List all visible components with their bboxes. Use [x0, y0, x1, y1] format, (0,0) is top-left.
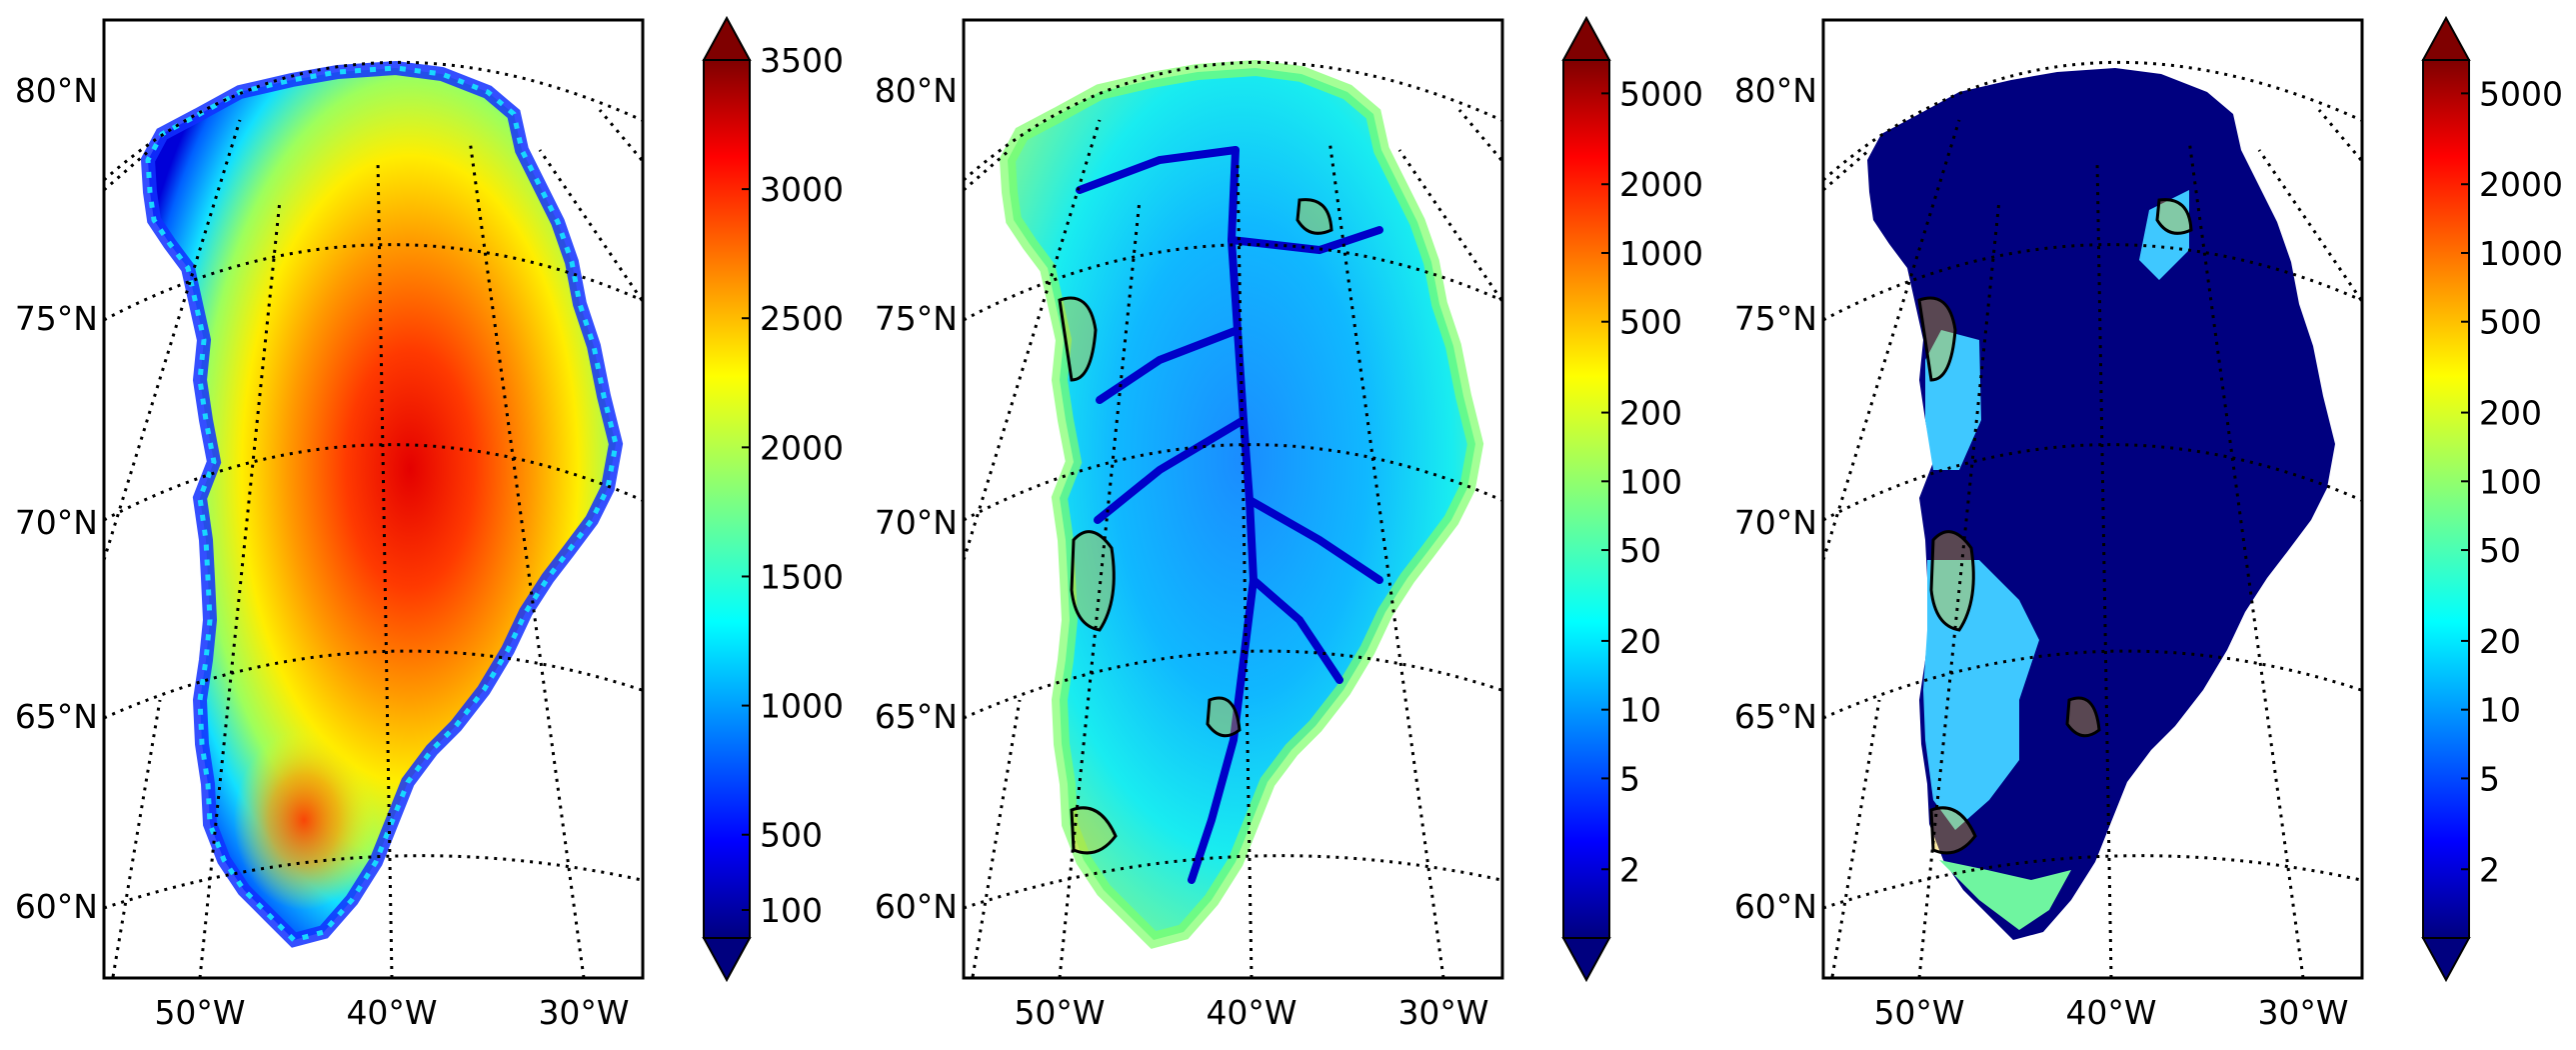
- ice-divide-6: [1076, 146, 1240, 194]
- colorbar-extend-min: [702, 937, 752, 983]
- colorbar-body: [2422, 59, 2470, 939]
- lat-label: 60°N: [15, 887, 98, 926]
- colorbar-extend-max: [2421, 15, 2471, 61]
- colorbar-tick: 5000: [2479, 74, 2563, 113]
- graticule: [964, 20, 1502, 978]
- map-panel-surface-velocity: 80°N 75°N 70°N 65°N 60°N 50°W 40°W 30°W 5000 2000…: [875, 15, 1703, 1032]
- lon-label: 40°W: [2065, 993, 2156, 1032]
- lon-label: 30°W: [1397, 993, 1488, 1032]
- colorbar-tick: 2000: [760, 428, 844, 467]
- ice-divide-0: [1188, 146, 1259, 884]
- map-frame: [1821, 18, 2364, 980]
- colorbar-tick: 5: [2479, 759, 2500, 798]
- colorbar-tick: 1500: [760, 557, 844, 596]
- colorbar-tick: 500: [1619, 303, 1682, 342]
- contour-0: [1929, 530, 1975, 632]
- lon-label: 40°W: [346, 993, 437, 1032]
- ice-divide-4: [1250, 576, 1343, 684]
- colorbar-tick: 2500: [760, 299, 844, 338]
- lat-label: 80°N: [875, 71, 958, 110]
- colorbar-tick: 1000: [2479, 234, 2563, 273]
- colorbar-tick: 500: [2479, 303, 2542, 342]
- colorbar-tick: 1000: [760, 687, 844, 726]
- lat-label: 75°N: [875, 299, 958, 338]
- colorbar-extend-min: [2421, 937, 2471, 983]
- graticule: [1823, 20, 2362, 978]
- lon-label: 50°W: [154, 993, 245, 1032]
- lat-label: 65°N: [15, 697, 98, 736]
- colorbar-tick: 10: [1619, 691, 1661, 730]
- sliding-zone-1: [1925, 330, 1981, 470]
- colorbar-tick: 5: [1619, 759, 1640, 798]
- colorbar: 5000 2000 1000 500 200 100 50 20 10 5 2: [1561, 15, 1703, 983]
- contour-4: [2155, 198, 2193, 235]
- colorbar-body: [1562, 59, 1610, 939]
- colorbar-tick: 3500: [760, 41, 844, 80]
- colorbar-tick: 200: [1619, 394, 1682, 433]
- lat-label: 65°N: [1734, 697, 1817, 736]
- colorbar-tick: 2000: [2479, 165, 2563, 204]
- colorbar-tick: 200: [2479, 394, 2542, 433]
- lon-label: 50°W: [1873, 993, 1964, 1032]
- colorbar-tick: 1000: [1619, 234, 1703, 273]
- contour-4: [1295, 198, 1333, 235]
- lat-label: 65°N: [875, 697, 958, 736]
- lat-label: 80°N: [1734, 71, 1817, 110]
- contour-3: [1206, 696, 1242, 738]
- colorbar-extend-min: [1561, 937, 1611, 983]
- colorbar-tick: 3000: [760, 170, 844, 209]
- sliding-zone-2: [2139, 190, 2189, 280]
- colorbar: 3500 3000 2500 2000 1500 1000 500 100: [702, 15, 844, 983]
- contour-2: [1070, 806, 1118, 855]
- colorbar-body: [703, 59, 751, 939]
- colorbar-tick: 100: [1619, 462, 1682, 501]
- colorbar: 5000 2000 1000 500 200 100 50 20 10 5 2: [2421, 15, 2563, 983]
- ice-divide-3: [1246, 496, 1383, 584]
- contour-1: [1058, 296, 1098, 382]
- colorbar-tick: 20: [2479, 622, 2521, 661]
- map-panel-surface-elevation: 80°N 75°N 70°N 65°N 60°N 50°W 40°W 30°W 3500 3000…: [15, 15, 844, 1032]
- lat-label: 70°N: [15, 503, 98, 542]
- lat-label: 70°N: [1734, 503, 1817, 542]
- graticule: [104, 20, 643, 978]
- lon-label: 50°W: [1014, 993, 1105, 1032]
- colorbar-tick: 2: [1619, 850, 1640, 889]
- colorbar-tick: 500: [760, 816, 823, 855]
- lon-label: 30°W: [538, 993, 629, 1032]
- contour-2: [1929, 806, 1977, 855]
- colorbar-tick: 10: [2479, 691, 2521, 730]
- colorbar-extend-max: [702, 15, 752, 61]
- lon-label: 40°W: [1206, 993, 1296, 1032]
- map-panel-sliding-velocity: 80°N 75°N 70°N 65°N 60°N 50°W 40°W 30°W 5000 2000…: [1734, 15, 2563, 1032]
- colorbar-tick: 2: [2479, 850, 2500, 889]
- colorbar-tick: 2000: [1619, 165, 1703, 204]
- lat-label: 80°N: [15, 71, 98, 110]
- colorbar-tick: 5000: [1619, 74, 1703, 113]
- lat-label: 60°N: [875, 887, 958, 926]
- contour-0: [1070, 530, 1116, 632]
- contour-1: [1917, 296, 1957, 382]
- map-frame: [962, 18, 1504, 980]
- lat-label: 75°N: [1734, 299, 1817, 338]
- colorbar-tick: 100: [760, 891, 823, 930]
- lon-label: 30°W: [2257, 993, 2348, 1032]
- colorbar-tick: 50: [2479, 531, 2521, 570]
- contour-3: [2065, 696, 2101, 738]
- lat-label: 60°N: [1734, 887, 1817, 926]
- map-frame: [102, 18, 645, 980]
- lat-label: 70°N: [875, 503, 958, 542]
- colorbar-tick: 20: [1619, 622, 1661, 661]
- ice-divide-1: [1094, 416, 1248, 524]
- colorbar-extend-max: [1561, 15, 1611, 61]
- colorbar-tick: 50: [1619, 531, 1661, 570]
- lat-label: 75°N: [15, 299, 98, 338]
- colorbar-tick: 100: [2479, 462, 2542, 501]
